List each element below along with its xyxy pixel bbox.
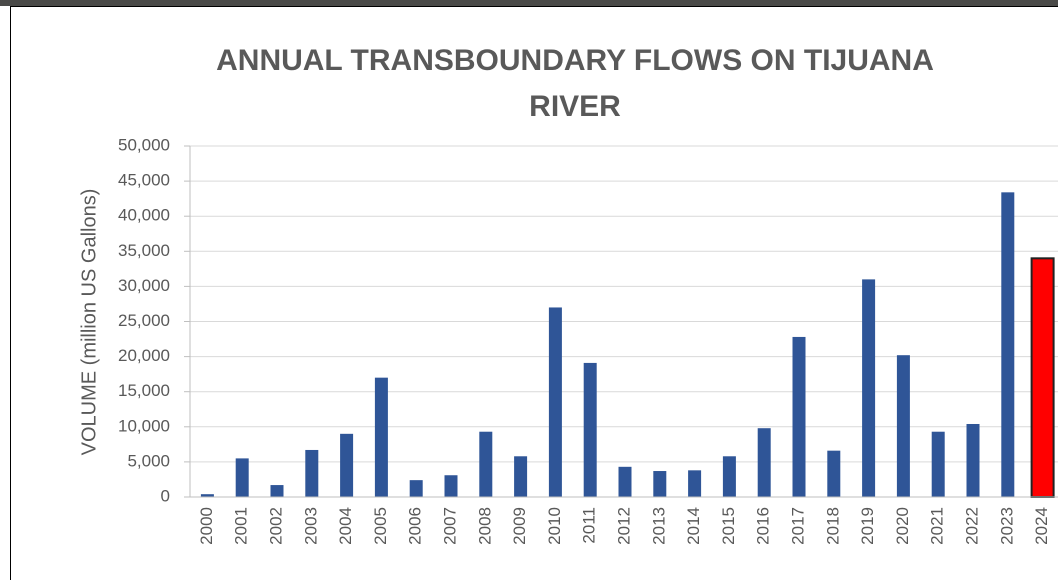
bar <box>757 428 771 497</box>
bar <box>722 456 736 497</box>
y-axis-label: VOLUME (million US Gallons) <box>78 189 100 456</box>
bar <box>340 433 354 497</box>
bar <box>409 480 423 497</box>
y-tick-label: 25,000 <box>118 311 170 330</box>
bar <box>931 431 945 497</box>
bar <box>235 458 249 497</box>
x-tick-label: 2001 <box>232 507 251 545</box>
y-tick-label: 15,000 <box>118 381 170 400</box>
x-tick-label: 2010 <box>545 507 564 545</box>
y-tick-label: 50,000 <box>118 135 170 154</box>
y-tick-label: 10,000 <box>118 416 170 435</box>
bar <box>479 431 493 497</box>
x-tick-label: 2003 <box>301 507 320 545</box>
bar <box>583 362 597 497</box>
bar <box>827 450 841 497</box>
x-tick-label: 2014 <box>684 507 703 545</box>
x-tick-label: 2018 <box>823 507 842 545</box>
x-tick-label: 2023 <box>997 507 1016 545</box>
x-tick-label: 2004 <box>336 507 355 545</box>
x-tick-label: 2021 <box>928 507 947 545</box>
bar <box>618 466 632 497</box>
x-tick-label: 2008 <box>475 507 494 545</box>
bar <box>653 471 667 497</box>
x-tick-label: 2012 <box>614 507 633 545</box>
x-tick-label: 2024 <box>1032 507 1051 545</box>
bar <box>444 475 458 497</box>
bar <box>305 449 319 497</box>
x-tick-label: 2020 <box>893 507 912 545</box>
y-tick-label: 35,000 <box>118 241 170 260</box>
x-tick-label: 2009 <box>510 507 529 545</box>
bar <box>862 279 876 497</box>
x-tick-label: 2000 <box>197 507 216 545</box>
x-tick-label: 2011 <box>580 507 599 544</box>
bar <box>548 307 562 497</box>
bar <box>1030 257 1055 498</box>
y-tick-label: 20,000 <box>118 346 170 365</box>
bar <box>200 494 214 497</box>
x-tick-label: 2006 <box>406 507 425 545</box>
chart-frame <box>10 6 1058 580</box>
x-tick-label: 2022 <box>962 507 981 545</box>
x-tick-label: 2005 <box>371 507 390 545</box>
y-tick-label: 30,000 <box>118 276 170 295</box>
y-tick-label: 40,000 <box>118 206 170 225</box>
x-tick-label: 2015 <box>719 507 738 545</box>
bar <box>792 336 806 497</box>
x-tick-label: 2013 <box>649 507 668 545</box>
bar <box>896 355 910 497</box>
bar <box>1001 192 1015 497</box>
photo-strip <box>0 0 1058 6</box>
bar <box>270 485 284 497</box>
y-tick-label: 5,000 <box>127 451 170 470</box>
x-tick-label: 2017 <box>788 507 807 545</box>
bar <box>374 377 388 497</box>
x-tick-label: 2019 <box>858 507 877 545</box>
y-tick-label: 0 <box>161 486 170 505</box>
bar <box>966 423 980 497</box>
x-tick-label: 2007 <box>440 507 459 545</box>
x-tick-label: 2016 <box>754 507 773 545</box>
y-tick-label: 45,000 <box>118 171 170 190</box>
x-tick-label: 2002 <box>266 507 285 545</box>
bar <box>688 470 702 497</box>
bar <box>514 456 528 497</box>
chart-title: ANNUAL TRANSBOUNDARY FLOWS ON TIJUANA RI… <box>216 44 934 123</box>
